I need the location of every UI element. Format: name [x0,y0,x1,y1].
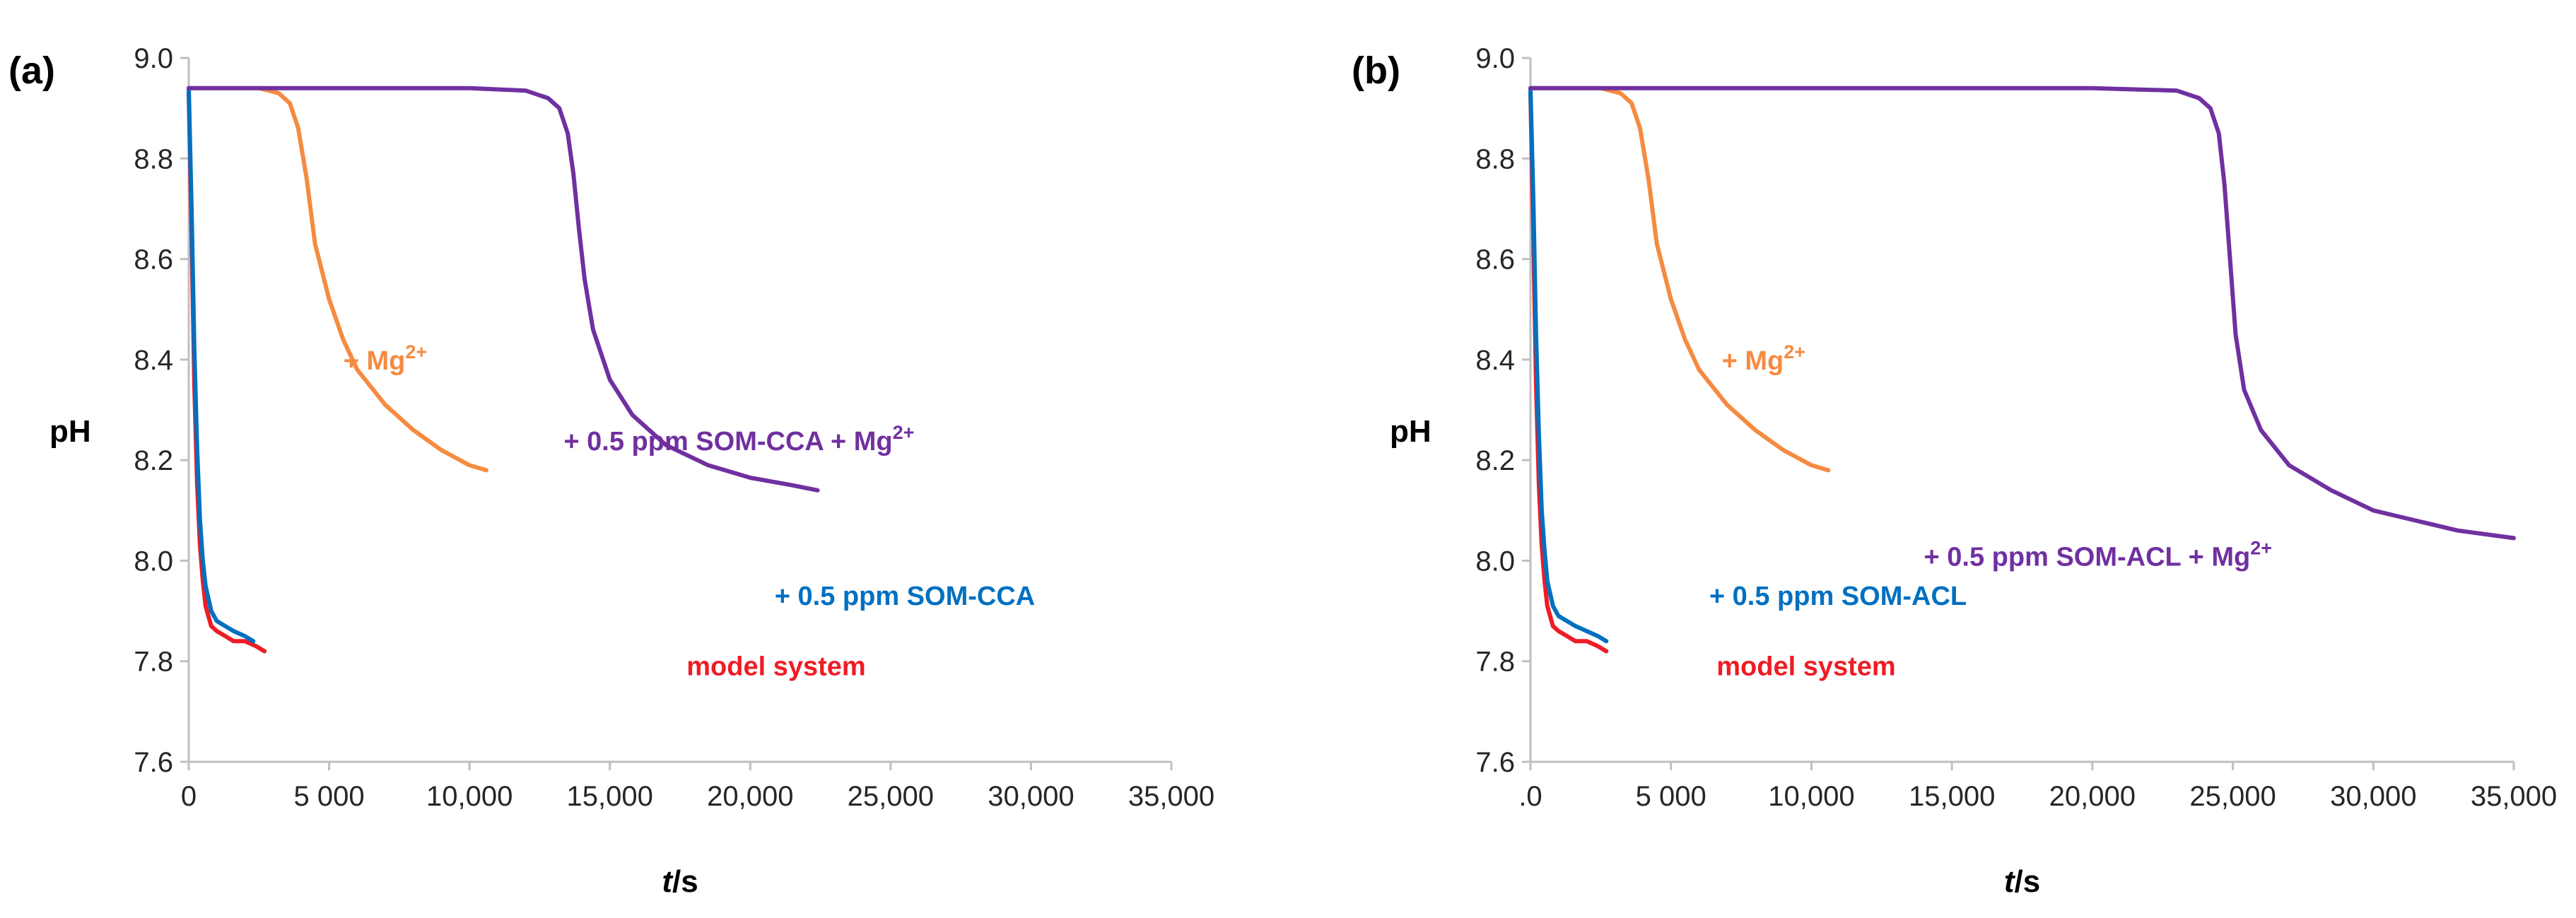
x-tick-label: 25,000 [848,781,934,812]
x-axis-title-unit: /s [672,864,698,899]
series-label-text: model system [686,652,865,682]
series-label-superscript: 2+ [2250,538,2272,559]
series-label-superscript: 2+ [1784,341,1805,363]
series-label-text: + Mg [344,346,406,376]
x-tick-label: 15,000 [567,781,653,812]
y-tick-label: 8.8 [1475,143,1515,175]
series-line-som-mg [1528,86,2516,541]
chart-panel-a: 7.6 7.8 8.0 8.2 8.4 8.6 8.8 9.0 0 5 000 10,000 15,0… [8,43,1214,899]
x-tick-label: 35,000 [1128,781,1214,812]
series-line-mg [187,86,488,473]
y-axis-title: pH [49,414,91,449]
series-label-text: + 0.5 ppm SOM-CCA + Mg [563,427,892,457]
y-tick-label: 8.0 [1475,546,1515,577]
y-tick-label: 7.6 [134,747,173,778]
x-tick-label: 20,000 [707,781,793,812]
y-tick-label: 9.0 [1475,43,1515,74]
x-axis-title-symbol: t [662,864,674,899]
series-label: model system [1716,652,1895,682]
x-tick-label: 15,000 [1909,781,1995,812]
x-tick-label: 20,000 [2049,781,2136,812]
y-tick-label: 8.4 [1475,345,1515,376]
y-tick-label: 7.8 [134,647,173,678]
series-line-mg [1528,86,1831,473]
x-tick-label: 5 000 [1636,781,1706,812]
panel-label: (a) [8,49,55,92]
y-tick-label: 9.0 [134,43,173,74]
x-tick-label: 5 000 [294,781,365,812]
series-label: + 0.5 ppm SOM-CCA [775,582,1035,611]
y-tick-label: 8.6 [1475,245,1515,276]
series-label-text: model system [1716,652,1895,682]
panel-label: (b) [1352,49,1400,92]
series-label-text: + 0.5 ppm SOM-ACL + Mg [1924,543,2251,572]
y-tick-label: 8.0 [134,546,173,577]
y-tick-label: 7.6 [1475,747,1515,778]
series-label-text: + Mg [1722,346,1784,376]
y-tick-label: 7.8 [1475,647,1515,678]
series-label: + Mg2+ [344,341,427,376]
x-tick-label: .0 [1518,781,1542,812]
series-label: model system [686,652,865,682]
series-line-model-system [1528,90,1609,654]
series-label-text: + 0.5 ppm SOM-ACL [1709,582,1967,611]
x-tick-label: 30,000 [2330,781,2416,812]
series-line-som [187,86,256,644]
x-tick-label: 35,000 [2471,781,2557,812]
x-tick-label: 25,000 [2189,781,2276,812]
series-label-superscript: 2+ [893,422,915,443]
x-tick-label: 10,000 [1768,781,1854,812]
x-tick-label: 10,000 [426,781,513,812]
chart-panel-b: 7.6 7.8 8.0 8.2 8.4 8.6 8.8 9.0 .0 5 000 10,000 15,… [1352,43,2557,899]
series-line-som-mg [187,86,820,493]
x-tick-label: 0 [181,781,197,812]
x-axis-title: t/s [662,864,698,899]
x-tick-label: 30,000 [988,781,1074,812]
series-label-text: + 0.5 ppm SOM-CCA [775,582,1035,611]
y-tick-label: 8.6 [134,245,173,276]
y-axis-title: pH [1390,414,1432,449]
series-label: + 0.5 ppm SOM-ACL + Mg2+ [1924,538,2273,572]
y-tick-label: 8.4 [134,345,173,376]
x-axis-title: t/s [2004,864,2040,899]
series-label: + Mg2+ [1722,341,1805,376]
series-label: + 0.5 ppm SOM-CCA + Mg2+ [563,422,914,457]
x-axis-title-symbol: t [2004,864,2016,899]
y-tick-label: 8.2 [1475,445,1515,476]
series-line-som [1528,86,1609,644]
series-label-superscript: 2+ [405,341,427,363]
y-tick-label: 8.8 [134,143,173,175]
x-axis-title-unit: /s [2014,864,2040,899]
series-label: + 0.5 ppm SOM-ACL [1709,582,1967,611]
series-line-model-system [187,90,267,654]
y-tick-label: 8.2 [134,445,173,476]
